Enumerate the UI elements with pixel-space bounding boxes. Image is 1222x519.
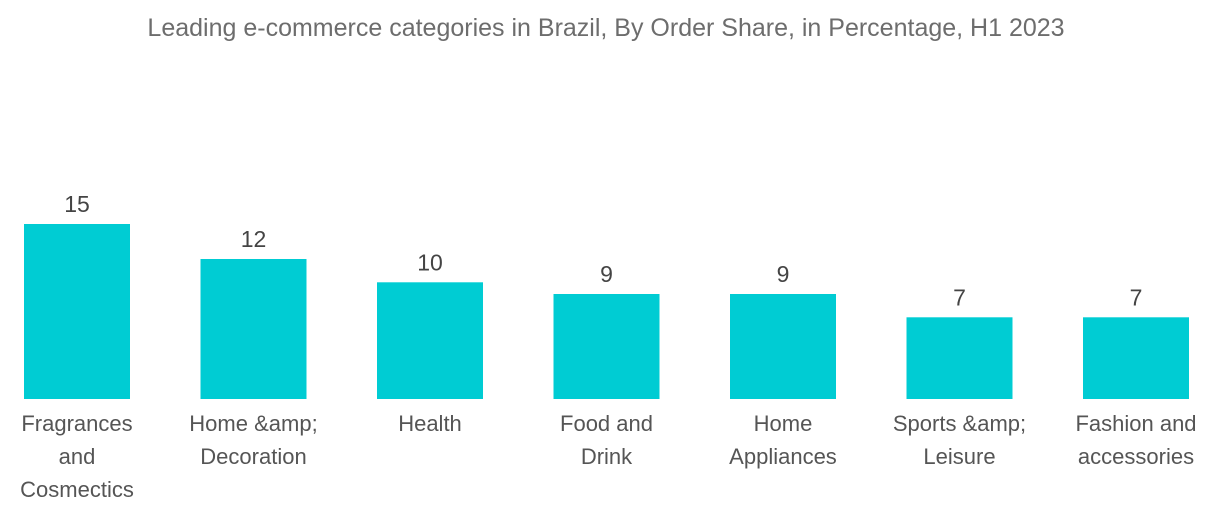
bar-2 — [377, 282, 483, 399]
bar-0 — [24, 224, 130, 399]
bar-value-label-0: 15 — [64, 191, 90, 217]
category-label-1: Home &amp; Decoration — [189, 411, 318, 469]
bar-5 — [906, 317, 1013, 399]
bar-3 — [553, 294, 660, 399]
bar-6 — [1083, 317, 1189, 399]
category-label-2: Health — [398, 411, 462, 436]
chart-title: Leading e-commerce categories in Brazil,… — [147, 14, 1065, 42]
category-label-5: Sports &amp; Leisure — [892, 411, 1027, 469]
bar-4 — [730, 294, 836, 399]
bar-value-label-1: 12 — [241, 226, 267, 252]
category-label-3: Food and Drink — [560, 411, 653, 469]
bar-value-label-5: 7 — [953, 284, 966, 310]
bar-1 — [200, 259, 307, 399]
bar-value-label-4: 9 — [777, 261, 790, 287]
category-label-0: Fragrances and Cosmectics — [20, 411, 134, 502]
category-label-4: Home Appliances — [729, 411, 837, 469]
category-label-6: Fashion and accessories — [1075, 411, 1197, 469]
bar-value-label-2: 10 — [417, 249, 443, 275]
bar-value-label-6: 7 — [1130, 284, 1143, 310]
bar-value-label-3: 9 — [600, 261, 613, 287]
